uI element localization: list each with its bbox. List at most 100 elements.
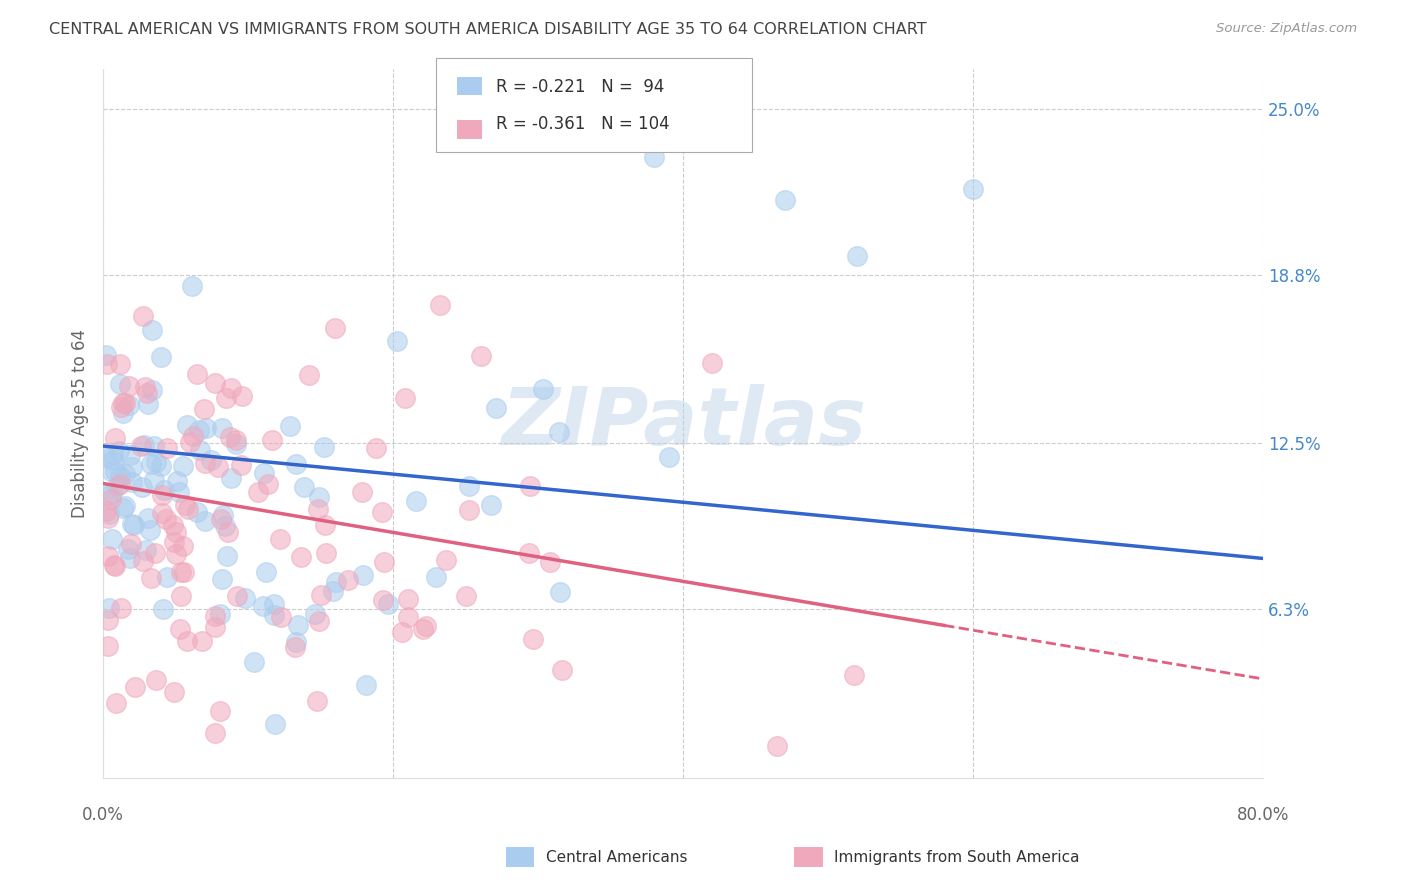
Point [204,376,226,390]
Point [114,500,136,514]
Point [297,368,319,382]
Point [118,448,141,462]
Point [170,566,193,580]
Point [405,494,427,508]
Point [211,572,233,586]
Point [94,450,117,464]
Point [373,593,395,607]
Point [643,150,665,164]
Point [117,541,139,556]
Point [550,585,572,599]
Point [163,535,186,549]
Point [141,322,163,336]
Point [97,488,120,502]
Point [308,490,330,504]
Point [108,357,131,371]
Point [118,399,141,413]
Point [702,356,724,370]
Point [94,348,117,362]
Point [219,471,242,485]
Point [131,480,153,494]
Point [396,609,419,624]
Point [218,430,240,444]
Point [458,479,481,493]
Point [538,555,561,569]
Point [101,485,124,500]
Point [278,419,301,434]
Point [658,450,681,464]
Point [766,739,789,753]
Point [139,571,162,585]
Point [429,298,451,312]
Point [391,624,413,639]
Point [212,508,235,522]
Point [141,383,163,397]
Point [373,555,395,569]
Point [104,465,127,479]
Text: R = -0.221   N =  94: R = -0.221 N = 94 [496,78,665,95]
Point [221,381,243,395]
Point [139,457,162,471]
Point [254,565,277,579]
Point [114,467,136,481]
Point [396,592,419,607]
Point [323,321,346,335]
Point [150,458,173,473]
Point [181,279,204,293]
Point [153,483,176,498]
Point [263,607,285,622]
Point [111,501,134,516]
Text: ZIPatlas: ZIPatlas [501,384,866,462]
Text: Immigrants from South America: Immigrants from South America [834,850,1080,864]
Point [548,425,571,439]
Point [97,613,120,627]
Point [136,510,159,524]
Point [181,428,204,442]
Point [215,549,238,563]
Point [139,523,162,537]
Text: Central Americans: Central Americans [546,850,688,864]
Point [412,622,434,636]
Point [98,507,121,521]
Point [519,479,541,493]
Point [100,465,122,479]
Point [118,551,141,566]
Point [292,480,315,494]
Point [120,537,142,551]
Point [231,458,253,473]
Point [187,423,209,437]
Point [217,525,239,540]
Point [844,668,866,682]
Point [371,505,394,519]
Point [186,505,208,519]
Point [131,439,153,453]
Point [233,591,256,605]
Point [104,431,127,445]
Text: 0.0%: 0.0% [82,806,124,824]
Point [136,397,159,411]
Point [284,457,307,471]
Point [287,618,309,632]
Point [152,602,174,616]
Point [103,453,125,467]
Point [121,517,143,532]
Point [225,436,247,450]
Point [108,444,131,458]
Point [385,334,408,348]
Point [352,568,374,582]
Point [108,477,131,491]
Point [131,554,153,568]
Point [269,533,291,547]
Point [108,376,131,391]
Text: Source: ZipAtlas.com: Source: ZipAtlas.com [1216,22,1357,36]
Point [124,517,146,532]
Point [173,566,195,580]
Point [191,633,214,648]
Point [551,663,574,677]
Point [124,680,146,694]
Point [149,351,172,365]
Point [325,574,347,589]
Point [262,433,284,447]
Point [166,475,188,489]
Point [307,501,329,516]
